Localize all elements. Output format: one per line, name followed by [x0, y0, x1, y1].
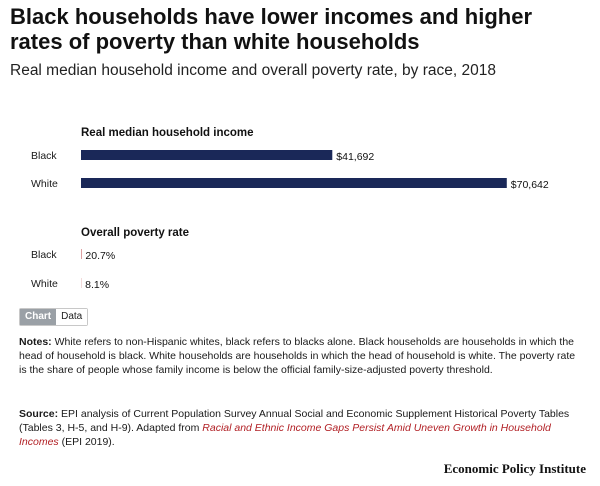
income-bar-white: [81, 178, 507, 188]
notes-text: White refers to non-Hispanic whites, bla…: [19, 336, 576, 377]
poverty-value-label-white: 8.1%: [85, 279, 109, 291]
income-value-label-white: $70,642: [511, 179, 549, 191]
poverty-category-label-black: Black: [31, 249, 57, 261]
income-category-label-black: Black: [31, 150, 57, 162]
notes-label: Notes:: [19, 336, 52, 348]
poverty-category-label-white: White: [31, 278, 58, 290]
source: Source: EPI analysis of Current Populati…: [19, 407, 581, 450]
source-report-link[interactable]: Racial and Ethnic Income Gaps Persist Am…: [19, 422, 551, 449]
chart-tab[interactable]: Chart: [20, 309, 57, 325]
income-bar-black: [81, 150, 333, 160]
poverty-panel-title: Overall poverty rate: [81, 227, 189, 239]
income-category-label-white: White: [31, 178, 58, 190]
chart-title: Black households have lower incomes and …: [10, 4, 533, 54]
chart-subtitle: Real median household income and overall…: [10, 62, 496, 79]
poverty-value-label-black: 20.7%: [85, 250, 115, 262]
chart-data-toggle[interactable]: Chart Data: [19, 308, 89, 326]
source-text-end: (EPI 2019).: [58, 436, 115, 449]
data-tab[interactable]: Data: [56, 309, 88, 325]
publisher-logo: Economic Policy Institute: [443, 461, 586, 476]
bar-chart: Real median household income Black $41,692…: [31, 127, 549, 291]
source-label: Source:: [19, 408, 59, 420]
notes: Notes: White refers to non-Hispanic whit…: [19, 335, 581, 378]
income-panel-title: Real median household income: [81, 127, 254, 139]
income-value-label-black: $41,692: [336, 151, 374, 163]
source-text: EPI analysis of Current Population Surve…: [19, 408, 570, 435]
